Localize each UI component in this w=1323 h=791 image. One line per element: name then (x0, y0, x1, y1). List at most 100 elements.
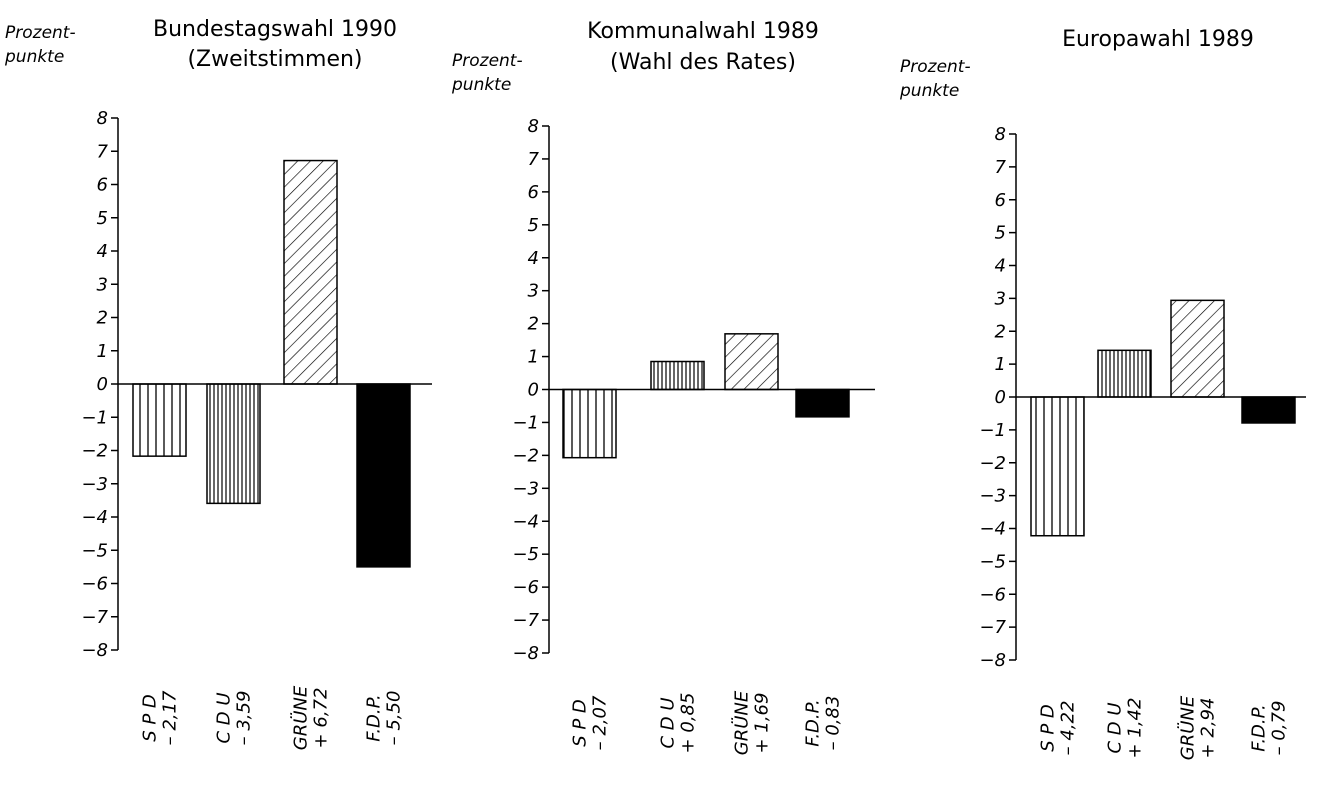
category-label: F.D.P. – 0,83 (803, 696, 844, 751)
chart-title-line: Europawahl 1989 (1062, 27, 1254, 52)
category-value-label: + 6,72 (311, 688, 332, 749)
y-axis-unit-label: Prozent- (900, 57, 971, 77)
y-tick-label: 0 (97, 374, 108, 395)
y-axis-unit-label: punkte (899, 81, 959, 101)
category-name-label: F.D.P. (803, 699, 824, 746)
category-label: F.D.P. – 5,50 (364, 691, 405, 746)
category-label: S P D – 4,22 (1038, 701, 1079, 756)
bar-grüne (724, 333, 779, 391)
category-name-label: S P D (140, 694, 161, 742)
y-tick-label: 0 (995, 387, 1006, 408)
category-name-label: C D U (214, 692, 235, 743)
y-tick-label: 6 (97, 175, 108, 196)
bar-cdu (650, 360, 705, 391)
chart-title-line: (Zweitstimmen) (187, 47, 362, 72)
y-tick-label: 7 (995, 157, 1007, 178)
y-tick-label: 7 (528, 149, 540, 170)
category-name-label: C D U (1105, 702, 1126, 753)
category-name-label: S P D (1038, 704, 1059, 752)
category-label: S P D – 2,17 (140, 690, 181, 745)
y-tick-label: −3 (81, 474, 108, 495)
category-value-label: + 0,85 (678, 693, 699, 754)
y-tick-label: 3 (97, 274, 108, 295)
y-tick-label: −5 (81, 540, 108, 561)
y-axis-unit-label: punkte (451, 75, 511, 95)
bar-grüne (283, 159, 338, 385)
y-tick-label: −8 (979, 650, 1006, 671)
y-tick-label: 4 (528, 248, 539, 269)
category-value-label: – 4,22 (1058, 701, 1079, 756)
y-tick-label: 4 (97, 241, 108, 262)
y-tick-label: 2 (995, 321, 1006, 342)
y-tick-label: −6 (81, 574, 108, 595)
category-name-label: C D U (658, 697, 679, 748)
y-tick-label: −3 (979, 486, 1006, 507)
category-value-label: + 2,94 (1198, 698, 1219, 759)
category-value-label: – 0,79 (1269, 701, 1290, 756)
y-tick-label: −7 (81, 607, 108, 628)
chart-panel-3: Europawahl 1989 Prozent-punkte 8 7 6 5 4 3 2 1 0 −1… (899, 27, 1306, 760)
chart-panel-2: Kommunalwahl 1989 (Wahl des Rates) Prozent… (451, 19, 875, 755)
y-tick-label: 5 (97, 208, 108, 229)
y-tick-label: −5 (979, 551, 1006, 572)
y-tick-label: −4 (81, 507, 108, 528)
bar-cdu (1097, 349, 1152, 398)
category-name-label: F.D.P. (364, 694, 385, 741)
y-tick-label: −6 (979, 584, 1006, 605)
chart-panel-1: Bundestagswahl 1990 (Zweitstimmen) Prozent… (4, 17, 432, 750)
category-label: GRÜNE + 1,69 (731, 690, 773, 755)
y-tick-label: −5 (512, 544, 539, 565)
y-tick-label: 0 (528, 380, 539, 401)
category-value-label: + 1,69 (752, 693, 773, 754)
y-axis-unit-label: punkte (4, 47, 64, 67)
bar-spd (562, 388, 617, 459)
y-tick-label: −2 (512, 445, 539, 466)
bar-spd (1030, 396, 1085, 537)
y-tick-label: 3 (995, 288, 1006, 309)
category-label: C D U – 3,59 (214, 691, 255, 746)
y-tick-label: −6 (512, 577, 539, 598)
y-tick-label: −1 (512, 412, 539, 433)
bar-fdp (1241, 396, 1296, 424)
y-tick-label: 2 (528, 314, 539, 335)
y-tick-label: 1 (97, 341, 108, 362)
chart-title-line: Bundestagswahl 1990 (153, 17, 397, 42)
y-tick-label: 8 (528, 116, 539, 137)
category-value-label: – 3,59 (234, 691, 255, 746)
y-tick-label: −4 (512, 511, 539, 532)
y-tick-label: −8 (81, 640, 108, 661)
y-tick-label: 5 (995, 223, 1006, 244)
category-value-label: – 0,83 (823, 696, 844, 751)
y-tick-label: −2 (81, 441, 108, 462)
y-tick-label: −1 (979, 420, 1006, 441)
y-tick-label: −8 (512, 643, 539, 664)
category-label: S P D – 2,07 (570, 695, 611, 750)
category-label: C D U + 0,85 (658, 693, 699, 754)
category-value-label: – 2,17 (160, 690, 181, 745)
category-name-label: GRÜNE (1177, 695, 1199, 760)
bar-cdu (206, 383, 261, 505)
y-tick-label: −3 (512, 478, 539, 499)
y-tick-label: −7 (979, 617, 1006, 638)
bar-spd (132, 383, 187, 457)
y-tick-label: −7 (512, 610, 539, 631)
category-label: GRÜNE + 6,72 (290, 685, 332, 750)
y-tick-label: 8 (995, 124, 1006, 145)
category-value-label: + 1,42 (1125, 698, 1146, 759)
chart-title-line: (Wahl des Rates) (610, 50, 796, 75)
category-value-label: – 5,50 (384, 691, 405, 746)
y-tick-label: 1 (528, 347, 539, 368)
y-tick-label: 8 (97, 108, 108, 129)
category-name-label: S P D (570, 699, 591, 747)
y-tick-label: 5 (528, 215, 539, 236)
y-tick-label: 6 (528, 182, 539, 203)
category-label: C D U + 1,42 (1105, 698, 1146, 759)
y-tick-label: −1 (81, 407, 108, 428)
y-tick-label: −4 (979, 519, 1006, 540)
category-name-label: GRÜNE (290, 685, 312, 750)
category-name-label: F.D.P. (1249, 704, 1270, 751)
y-tick-label: 2 (97, 308, 108, 329)
category-value-label: – 2,07 (590, 695, 611, 750)
